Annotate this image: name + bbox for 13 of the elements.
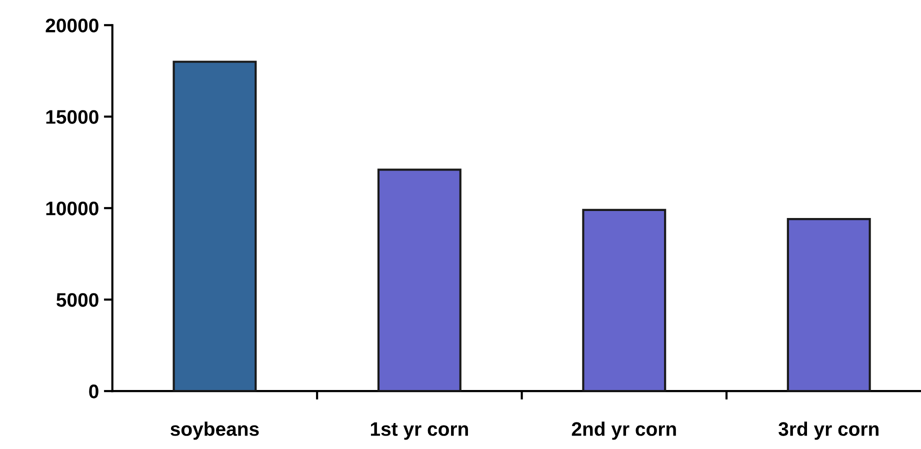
y-tick-label: 5000 <box>56 293 98 307</box>
x-tick-label: 2nd yr corn <box>572 422 676 440</box>
x-tick-label: soybeans <box>170 422 259 440</box>
y-tick-label: 15000 <box>46 110 98 124</box>
y-tick-label: 20000 <box>46 18 98 32</box>
bar <box>582 208 666 392</box>
bar <box>786 218 871 392</box>
bar <box>377 168 462 392</box>
x-tick-label: 1st yr corn <box>370 422 468 440</box>
y-tick-label: 0 <box>89 384 98 398</box>
bar <box>172 60 257 392</box>
y-tick-label: 10000 <box>46 202 98 216</box>
x-tick-label: 3rd yr corn <box>778 422 878 440</box>
